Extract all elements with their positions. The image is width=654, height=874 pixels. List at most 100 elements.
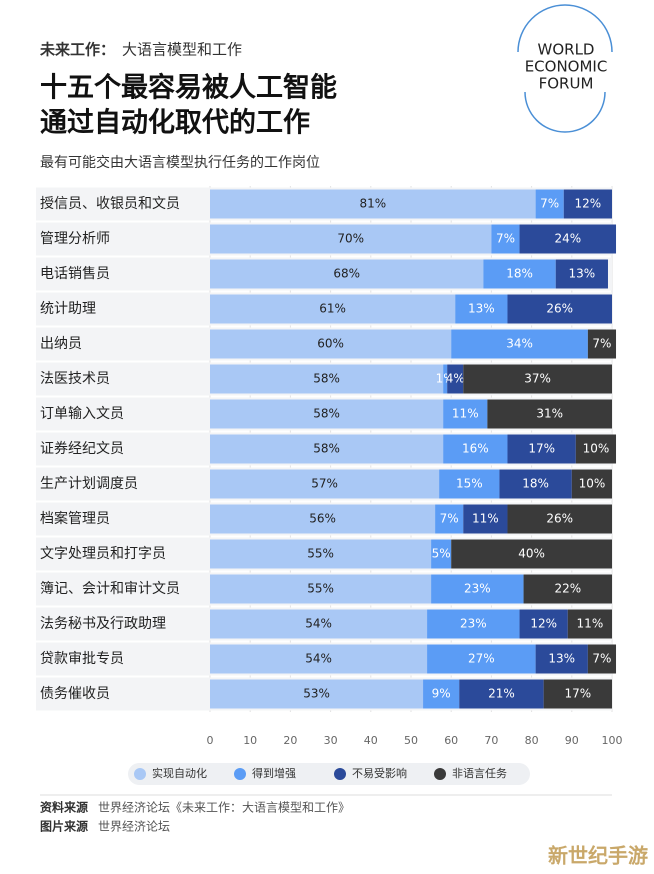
value-label: 27%	[468, 652, 495, 666]
legend-box	[128, 763, 530, 785]
value-label: 22%	[554, 582, 581, 596]
bar-segment	[210, 294, 456, 324]
value-label: 10%	[579, 477, 606, 491]
bar-segment	[455, 294, 508, 324]
category-label: 管理分析师	[40, 231, 110, 247]
bar-segment	[210, 469, 440, 499]
value-label: 58%	[313, 442, 340, 456]
logo-arc	[517, 4, 613, 53]
bar-segment	[210, 329, 452, 359]
bar-segment	[499, 469, 572, 499]
value-label: 26%	[546, 512, 573, 526]
value-label: 34%	[506, 337, 533, 351]
category-label: 文字处理员和打字员	[40, 545, 166, 562]
bar-segment	[443, 434, 508, 464]
value-label: 13%	[548, 652, 575, 666]
value-label: 9%	[432, 687, 451, 701]
bar-segment	[210, 259, 484, 289]
bar-segment	[210, 224, 492, 254]
value-label: 56%	[309, 512, 336, 526]
value-label: 15%	[456, 477, 483, 491]
value-label: 55%	[307, 582, 334, 596]
category-label: 统计助理	[40, 301, 96, 317]
bar-segment	[210, 189, 536, 219]
kicker-rest: 大语言模型和工作	[122, 41, 242, 59]
title-line: 十五个最容易被人工智能	[40, 72, 337, 104]
bar-segment	[543, 679, 612, 709]
value-label: 60%	[317, 337, 344, 351]
bar-segment	[575, 434, 617, 464]
legend-swatch	[434, 768, 446, 780]
bar-segment	[210, 574, 432, 604]
bar-segment	[427, 609, 520, 639]
x-tick-label: 50	[404, 734, 418, 747]
legend-label: 得到增强	[252, 766, 296, 780]
logo-text: ECONOMIC	[525, 58, 608, 76]
title-line: 通过自动化取代的工作	[40, 107, 310, 139]
category-label: 档案管理员	[40, 510, 110, 527]
bar-segment	[507, 434, 576, 464]
value-label: 13%	[468, 302, 495, 316]
kicker: 未来工作：	[39, 41, 115, 59]
value-label: 58%	[313, 407, 340, 421]
value-label: 10%	[583, 442, 610, 456]
value-label: 24%	[554, 232, 581, 246]
x-tick-label: 0	[207, 734, 214, 747]
value-label: 7%	[592, 337, 611, 351]
value-label: 55%	[307, 547, 334, 561]
value-label: 4%	[446, 372, 465, 386]
bar-segment	[210, 679, 424, 709]
value-label: 11%	[452, 407, 479, 421]
bar-segment	[427, 644, 536, 674]
value-label: 23%	[460, 617, 487, 631]
bar-segment	[431, 539, 452, 569]
watermark: 新世纪手游	[548, 844, 648, 868]
bar-segment	[535, 644, 588, 674]
value-label: 26%	[546, 302, 573, 316]
bar-segment	[587, 644, 617, 674]
logo-text: FORUM	[539, 75, 594, 93]
value-label: 18%	[506, 267, 533, 281]
bar-segment	[571, 469, 612, 499]
bar-segment	[507, 504, 612, 534]
bar-segment	[210, 539, 432, 569]
value-label: 7%	[540, 197, 559, 211]
legend-label: 非语言任务	[452, 767, 507, 780]
x-tick-label: 90	[565, 734, 579, 747]
value-label: 16%	[462, 442, 489, 456]
logo-text: WORLD	[538, 41, 595, 59]
bar-segment	[447, 364, 464, 394]
x-tick-label: 70	[484, 734, 498, 747]
bar-segment	[567, 609, 612, 639]
value-label: 7%	[496, 232, 515, 246]
bar-segment	[423, 679, 460, 709]
x-tick-label: 30	[324, 734, 338, 747]
value-label: 18%	[522, 477, 549, 491]
x-tick-label: 10	[243, 734, 257, 747]
value-label: 23%	[464, 582, 491, 596]
bar-segment	[210, 399, 444, 429]
value-label: 53%	[303, 687, 330, 701]
bar-segment	[210, 609, 428, 639]
bar-segment	[210, 434, 444, 464]
bar-segment	[443, 364, 448, 394]
value-label: 7%	[440, 512, 459, 526]
category-label: 生产计划调度员	[40, 476, 138, 492]
x-tick-label: 60	[444, 734, 458, 747]
legend-swatch	[334, 768, 346, 780]
bar-segment	[491, 224, 520, 254]
category-label: 贷款审批专员	[40, 651, 124, 667]
value-label: 21%	[488, 687, 515, 701]
legend-swatch	[134, 768, 146, 780]
x-tick-label: 80	[525, 734, 539, 747]
value-label: 17%	[528, 442, 555, 456]
value-label: 12%	[575, 197, 602, 211]
value-label: 54%	[305, 652, 332, 666]
source-label: 资料来源	[40, 800, 88, 815]
bar-segment	[507, 294, 612, 324]
category-label: 法务秘书及行政助理	[40, 616, 166, 632]
bar-segment	[487, 399, 612, 429]
bar-segment	[459, 679, 544, 709]
x-tick-label: 100	[602, 734, 623, 747]
